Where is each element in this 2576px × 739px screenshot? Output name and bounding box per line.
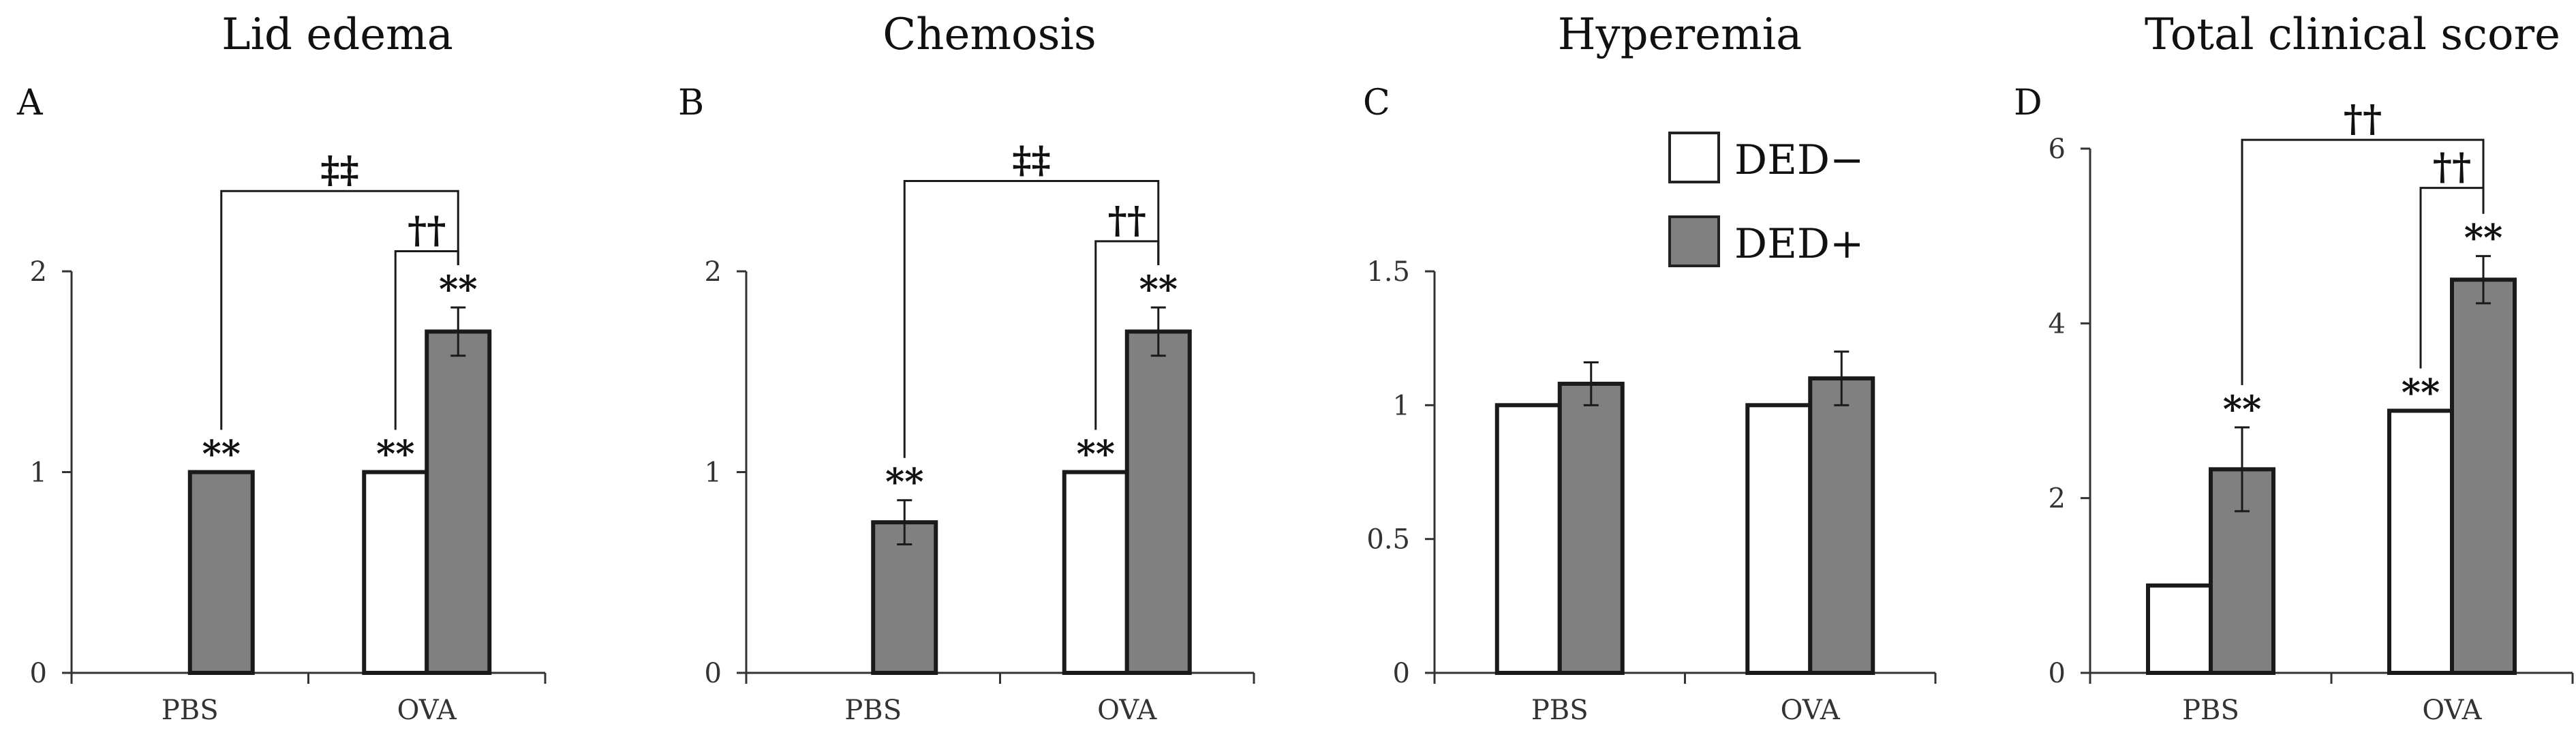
legend-label-ded-minus: DED− xyxy=(1734,136,1864,184)
significance-bracket xyxy=(903,179,1160,458)
significance-bracket xyxy=(2241,138,2485,385)
x-tick-label: OVA xyxy=(1781,695,1841,726)
y-tick-label: 0 xyxy=(2049,658,2066,689)
bar-ded-plus-pbs xyxy=(1557,381,1625,675)
bar-ded-plus-pbs xyxy=(187,470,255,675)
bar-ded-minus-ova xyxy=(2387,408,2454,675)
y-tick-label: 0 xyxy=(705,658,722,689)
panel-letter: A xyxy=(16,82,44,123)
bracket-label: †† xyxy=(2433,145,2471,189)
bar-ded-minus-ova xyxy=(1062,470,1129,675)
bar-ded-minus-ova xyxy=(1745,403,1813,675)
y-tick-label: 1 xyxy=(1393,390,1410,421)
y-tick-label: 2 xyxy=(2049,483,2066,515)
y-tick-label: 0.5 xyxy=(1366,524,1410,556)
chart-title: Total clinical score xyxy=(2145,10,2560,60)
bracket-label: †† xyxy=(408,209,446,252)
bracket-label: †† xyxy=(2344,97,2382,140)
significance-bracket xyxy=(1094,240,1160,430)
y-tick-label: 0 xyxy=(30,658,47,689)
bar-ded-minus-ova xyxy=(362,470,429,675)
bar-ded-minus-pbs xyxy=(1494,403,1562,675)
legend-swatch-ded-minus xyxy=(1668,132,1720,183)
bar-ded-plus-ova xyxy=(1124,329,1192,675)
significance-mark: ** xyxy=(885,460,923,504)
chart-title: Chemosis xyxy=(883,10,1096,60)
bar-ded-minus-pbs xyxy=(2146,583,2213,675)
bar-ded-plus-ova xyxy=(2450,277,2517,675)
significance-bracket xyxy=(2419,187,2485,369)
panel-letter: C xyxy=(1363,82,1390,123)
x-tick-label: OVA xyxy=(397,695,457,726)
y-tick-label: 1 xyxy=(705,457,722,489)
significance-bracket xyxy=(394,250,459,430)
chart-panel-b: Chemosis B 0 1 2 PBS OVA ** ** ** ‡‡ †† xyxy=(678,10,1255,726)
significance-bracket xyxy=(220,190,459,430)
x-tick-label: OVA xyxy=(2422,695,2482,726)
chart-panel-d: Total clinical score D 0 2 4 6 PBS OVA ** ** ** †† †… xyxy=(2014,10,2574,726)
significance-mark: ** xyxy=(1077,432,1115,476)
significance-mark: ** xyxy=(2402,371,2440,414)
x-tick-label: OVA xyxy=(1097,695,1157,726)
significance-mark: ** xyxy=(2223,387,2261,431)
bracket-label: ‡‡ xyxy=(320,148,358,192)
y-tick-label: 2 xyxy=(705,256,722,288)
legend-label-ded-plus: DED+ xyxy=(1734,220,1864,268)
x-tick-label: PBS xyxy=(1531,695,1589,726)
bar-ded-plus-pbs xyxy=(871,520,938,675)
legend-swatch-ded-plus xyxy=(1668,215,1720,267)
x-tick-label: PBS xyxy=(2182,695,2239,726)
legend: DED− DED+ xyxy=(1668,132,1864,268)
chart-panel-a: Lid edema A 0 1 2 PBS OVA ** ** ** ‡‡ †† xyxy=(16,10,547,726)
y-tick-label: 1.5 xyxy=(1366,256,1410,288)
chart-title: Hyperemia xyxy=(1558,10,1803,60)
chart-title: Lid edema xyxy=(221,10,453,60)
panel-letter: D xyxy=(2014,82,2042,123)
bracket-label: ‡‡ xyxy=(1012,138,1050,181)
bar-ded-plus-ova xyxy=(1808,376,1875,675)
panel-letter: B xyxy=(678,82,704,123)
significance-mark: ** xyxy=(1139,267,1178,311)
significance-mark: ** xyxy=(439,267,477,311)
chart-panel-c: Hyperemia C 0 0.5 1 1.5 PBS OVA xyxy=(1363,10,1937,726)
y-tick-label: 6 xyxy=(2049,134,2066,165)
y-tick-label: 2 xyxy=(30,256,47,288)
y-tick-label: 1 xyxy=(30,457,47,489)
bracket-label: †† xyxy=(1108,198,1146,242)
significance-mark: ** xyxy=(202,432,241,476)
y-tick-label: 4 xyxy=(2049,308,2066,340)
significance-mark: ** xyxy=(376,432,414,476)
x-tick-label: PBS xyxy=(844,695,902,726)
significance-mark: ** xyxy=(2464,216,2502,260)
bar-ded-plus-ova xyxy=(425,329,492,675)
x-tick-label: PBS xyxy=(162,695,219,726)
y-tick-label: 0 xyxy=(1393,658,1410,689)
